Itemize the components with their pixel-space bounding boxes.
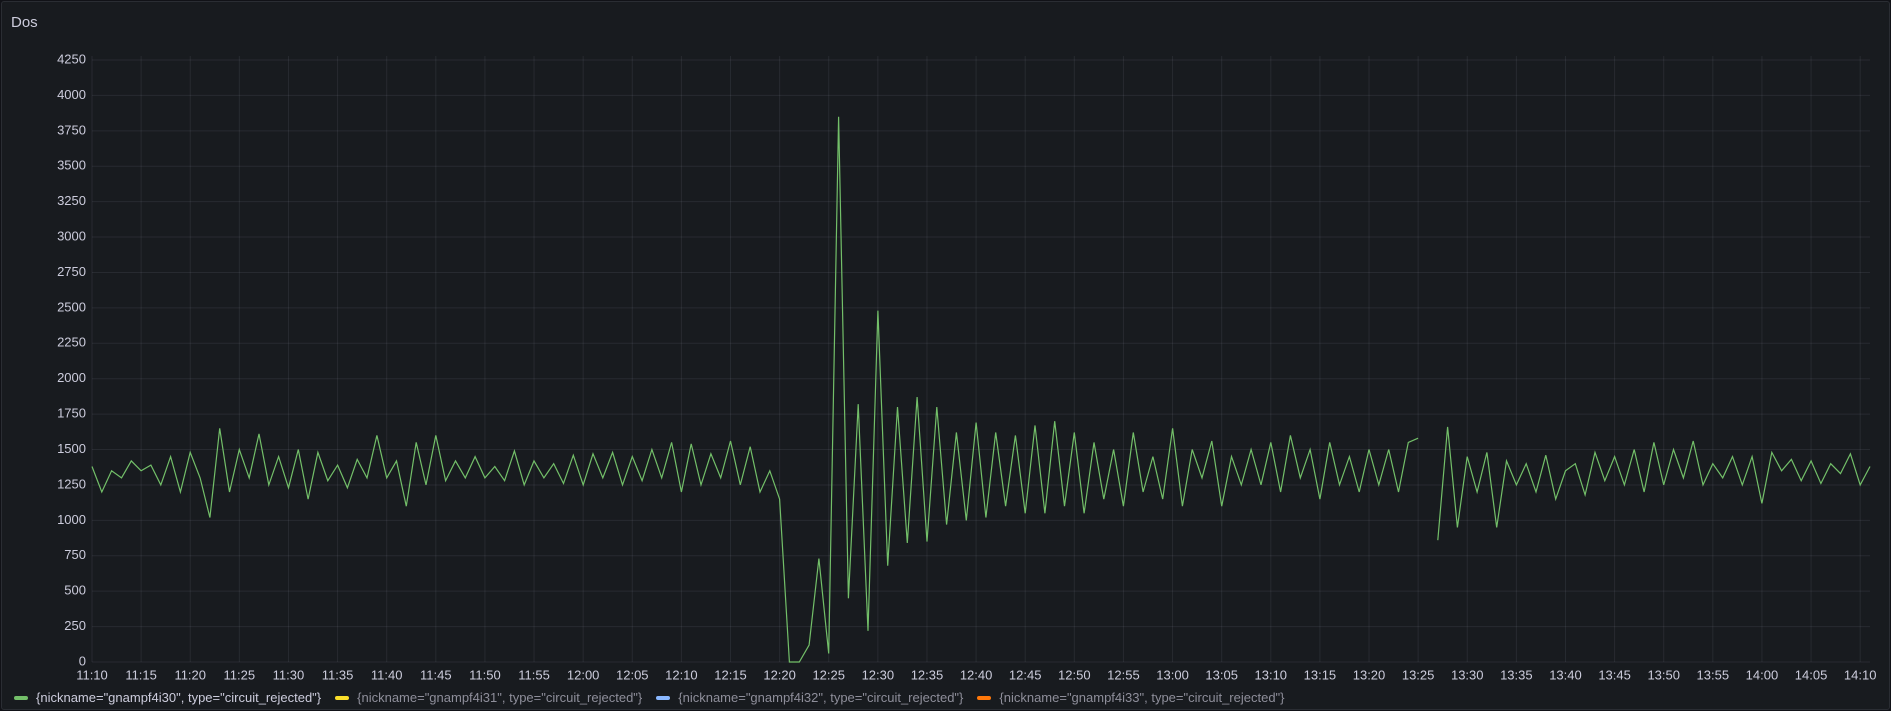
y-tick-label: 250 — [64, 618, 86, 633]
x-tick-label: 13:20 — [1353, 667, 1386, 682]
x-tick-label: 12:25 — [812, 667, 845, 682]
x-tick-label: 12:10 — [665, 667, 698, 682]
x-tick-label: 14:10 — [1844, 667, 1877, 682]
x-tick-label: 13:45 — [1598, 667, 1631, 682]
y-tick-label: 500 — [64, 583, 86, 598]
x-tick-label: 11:30 — [273, 667, 305, 682]
x-tick-label: 13:35 — [1500, 667, 1533, 682]
x-tick-label: 13:25 — [1402, 667, 1435, 682]
legend: {nickname="gnampf4i30", type="circuit_re… — [14, 690, 1285, 705]
legend-item[interactable]: {nickname="gnampf4i31", type="circuit_re… — [335, 690, 642, 705]
series-line — [91, 116, 1419, 663]
x-tick-label: 12:20 — [763, 667, 796, 682]
y-tick-label: 4250 — [57, 51, 86, 66]
x-tick-label: 11:20 — [174, 667, 206, 682]
y-tick-label: 3750 — [57, 122, 86, 137]
x-tick-label: 11:10 — [76, 667, 108, 682]
y-tick-label: 1000 — [57, 512, 86, 527]
legend-swatch — [335, 695, 350, 700]
x-tick-label: 13:15 — [1304, 667, 1337, 682]
legend-swatch — [977, 695, 992, 700]
x-tick-label: 12:05 — [616, 667, 649, 682]
legend-swatch — [656, 695, 671, 700]
y-tick-label: 4000 — [57, 87, 86, 102]
x-tick-label: 12:45 — [1009, 667, 1042, 682]
legend-swatch — [14, 695, 28, 700]
y-tick-label: 3000 — [57, 228, 86, 243]
x-tick-label: 14:05 — [1795, 667, 1828, 682]
legend-label: {nickname="gnampf4i31", type="circuit_re… — [357, 690, 643, 705]
y-tick-label: 2250 — [57, 335, 86, 350]
x-tick-label: 13:40 — [1549, 667, 1582, 682]
x-tick-label: 12:30 — [862, 667, 895, 682]
x-tick-label: 12:55 — [1107, 667, 1140, 682]
x-tick-label: 13:50 — [1647, 667, 1680, 682]
y-tick-label: 3500 — [57, 158, 86, 173]
x-tick-label: 12:15 — [714, 667, 747, 682]
y-tick-label: 1750 — [57, 406, 86, 421]
x-tick-label: 12:40 — [960, 667, 993, 682]
y-tick-label: 2500 — [57, 299, 86, 314]
x-tick-label: 11:35 — [322, 667, 354, 682]
legend-label: {nickname="gnampf4i30", type="circuit_re… — [36, 690, 322, 705]
x-tick-label: 13:10 — [1255, 667, 1288, 682]
y-tick-label: 2000 — [57, 370, 86, 385]
x-tick-label: 11:15 — [125, 667, 157, 682]
y-tick-label: 0 — [79, 653, 86, 668]
x-tick-label: 11:25 — [224, 667, 256, 682]
x-tick-label: 11:40 — [371, 667, 403, 682]
x-tick-label: 13:30 — [1451, 667, 1484, 682]
x-tick-label: 12:00 — [567, 667, 600, 682]
y-tick-label: 2750 — [57, 264, 86, 279]
legend-label: {nickname="gnampf4i32", type="circuit_re… — [678, 690, 964, 705]
legend-label: {nickname="gnampf4i33", type="circuit_re… — [999, 690, 1285, 705]
x-tick-label: 12:35 — [911, 667, 944, 682]
legend-item[interactable]: {nickname="gnampf4i32", type="circuit_re… — [656, 690, 963, 705]
panel-title: Dos — [11, 14, 38, 31]
y-tick-label: 1250 — [57, 476, 86, 491]
x-tick-label: 14:00 — [1746, 667, 1779, 682]
x-tick-label: 13:05 — [1205, 667, 1238, 682]
y-tick-label: 1500 — [57, 441, 86, 456]
y-tick-label: 3250 — [57, 193, 86, 208]
series-line — [1437, 426, 1871, 541]
x-tick-label: 13:55 — [1697, 667, 1730, 682]
y-tick-label: 750 — [64, 547, 86, 562]
x-tick-label: 12:50 — [1058, 667, 1091, 682]
x-tick-label: 11:55 — [518, 667, 550, 682]
legend-item[interactable]: {nickname="gnampf4i30", type="circuit_re… — [14, 690, 321, 705]
x-tick-label: 11:50 — [469, 667, 501, 682]
legend-item[interactable]: {nickname="gnampf4i33", type="circuit_re… — [977, 690, 1285, 705]
x-tick-label: 11:45 — [420, 667, 452, 682]
x-tick-label: 13:00 — [1156, 667, 1189, 682]
